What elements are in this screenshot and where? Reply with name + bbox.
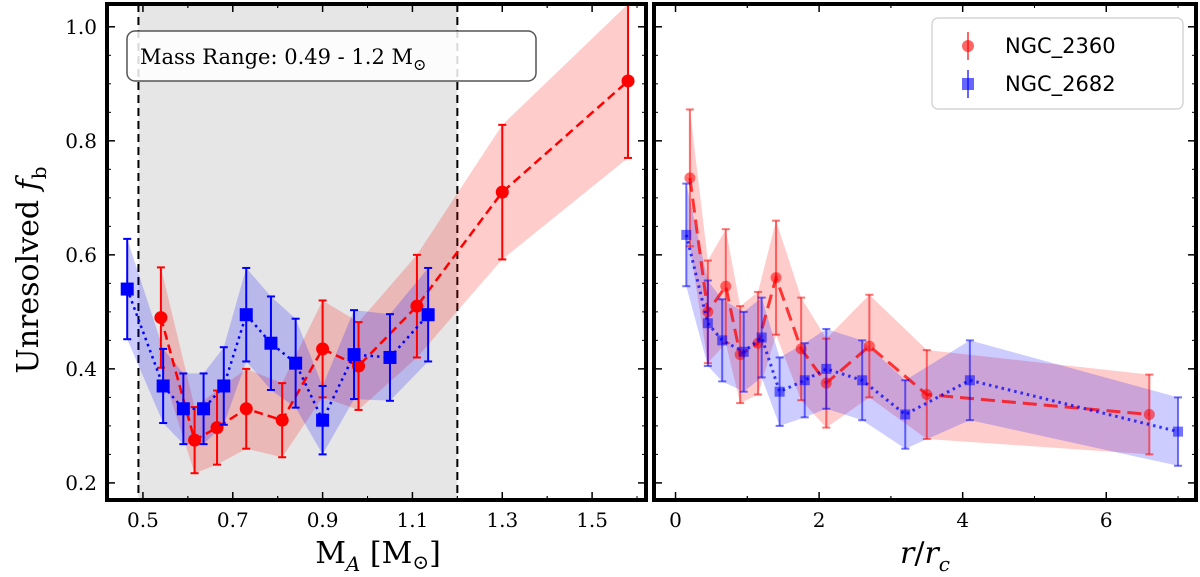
left-point-ngc2682 (421, 308, 435, 322)
right-point-ngc2360 (921, 389, 933, 401)
right-point-ngc2682 (821, 363, 832, 374)
left-x-tick-label: 0.7 (217, 508, 249, 532)
right-x-tick-label: 2 (813, 508, 826, 532)
annotation-box (126, 30, 537, 82)
left-point-ngc2682 (347, 348, 361, 362)
right-point-ngc2360 (863, 340, 875, 352)
legend: NGC_2360 NGC_2682 (931, 17, 1184, 110)
legend-label-ngc2360: NGC_2360 (1005, 34, 1116, 59)
left-point-ngc2682 (176, 402, 190, 416)
left-point-ngc2360 (495, 185, 509, 199)
left-point-ngc2682 (156, 379, 170, 393)
left-x-axis-title: MA [M⊙] (315, 536, 441, 576)
left-x-tick-label: 1.1 (397, 508, 429, 532)
left-y-tick-label: 1.0 (65, 15, 97, 39)
right-x-tick-label: 6 (1100, 508, 1113, 532)
right-point-ngc2682 (702, 318, 713, 329)
left-point-ngc2682 (383, 350, 397, 364)
right-point-ngc2682 (857, 375, 868, 386)
right-point-ngc2360 (770, 272, 782, 284)
right-point-ngc2360 (720, 280, 732, 292)
left-point-ngc2682 (239, 308, 253, 322)
legend-marker-ngc2682 (962, 78, 974, 90)
left-y-tick-label: 0.2 (65, 471, 97, 495)
left-x-tick-label: 1.3 (486, 508, 518, 532)
left-point-ngc2682 (120, 282, 134, 296)
left-point-ngc2682 (289, 356, 303, 370)
left-x-tick-label: 0.5 (127, 508, 159, 532)
right-point-ngc2682 (756, 332, 767, 343)
right-band-ngc2682 (686, 183, 1179, 466)
right-point-ngc2682 (799, 375, 810, 386)
left-band-ngc2360 (160, 4, 629, 474)
legend-marker-ngc2360 (962, 40, 974, 52)
right-point-ngc2682 (738, 346, 749, 357)
right-x-tick-label: 4 (956, 508, 969, 532)
legend-box (931, 17, 1184, 110)
left-y-tick-label: 0.4 (65, 357, 97, 381)
legend-label-ngc2682: NGC_2682 (1005, 72, 1116, 97)
left-point-ngc2360 (154, 311, 168, 325)
legend-entry-ngc2360: NGC_2360 (962, 32, 1116, 60)
right-point-ngc2682 (964, 375, 975, 386)
right-x-axis-title: r/rc (900, 536, 950, 576)
left-point-ngc2360 (410, 299, 424, 313)
legend-entry-ngc2682: NGC_2682 (962, 70, 1116, 98)
annotation-text: Mass Range: 0.49 - 1.2 M⊙ (140, 45, 426, 74)
right-panel: 0 2 4 6 (652, 2, 1198, 532)
left-y-tick-label: 0.8 (65, 129, 97, 153)
right-point-ngc2360 (1143, 408, 1155, 420)
left-point-ngc2682 (264, 336, 278, 350)
mass-range-shade (138, 4, 458, 500)
mass-range-annotation: Mass Range: 0.49 - 1.2 M⊙ (126, 30, 537, 82)
left-point-ngc2360 (621, 74, 635, 88)
right-point-ngc2682 (681, 229, 692, 240)
left-y-axis-title: Unresolved fb (11, 166, 51, 373)
right-axes-frame (652, 2, 1198, 502)
left-point-ngc2360 (239, 402, 253, 416)
left-panel: 0.5 0.7 0.9 1.1 1.3 1.5 0.2 0.4 0.6 0.8 1.0 (65, 2, 648, 532)
right-x-tick-label: 0 (669, 508, 682, 532)
right-point-ngc2360 (684, 172, 696, 184)
right-point-ngc2682 (717, 335, 728, 346)
left-point-ngc2360 (316, 342, 330, 356)
left-x-tick-label: 1.5 (576, 508, 608, 532)
right-point-ngc2682 (1173, 426, 1184, 437)
left-point-ngc2360 (352, 359, 366, 373)
right-point-ngc2682 (900, 409, 911, 420)
left-x-tick-label: 0.9 (307, 508, 339, 532)
left-point-ngc2360 (188, 433, 202, 447)
left-point-ngc2360 (210, 421, 224, 435)
left-point-ngc2360 (275, 413, 289, 427)
left-y-tick-label: 0.6 (65, 243, 97, 267)
left-line-ngc2360 (159, 80, 629, 443)
right-point-ngc2682 (774, 386, 785, 397)
left-axes-frame (105, 2, 648, 502)
left-band-ngc2682 (127, 238, 429, 455)
left-point-ngc2682 (316, 413, 330, 427)
left-point-ngc2682 (197, 402, 211, 416)
left-point-ngc2682 (217, 379, 231, 393)
